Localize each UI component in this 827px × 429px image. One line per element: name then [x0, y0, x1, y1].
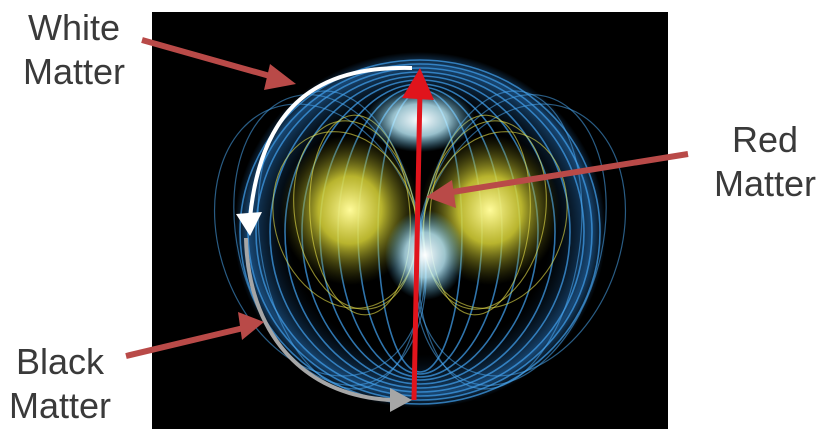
white-matter-label-line1: White [27, 7, 121, 48]
white-flow-arrow [236, 65, 413, 236]
pointer-arrow-black [125, 312, 264, 359]
black-matter-label-line2: Matter [8, 385, 112, 426]
red-matter-label-line2: Matter [713, 163, 817, 204]
left-yellow-lobe [280, 135, 420, 285]
black-flow-arrow [244, 237, 412, 412]
red-axis-arrow [402, 68, 434, 401]
red-matter-label-line1: Red [731, 119, 799, 160]
pointer-arrow-white [141, 37, 296, 90]
pointer-arrow-red [426, 151, 689, 208]
white-matter-label: White Matter [4, 6, 144, 94]
white-matter-label-line2: Matter [22, 51, 126, 92]
center-core-glow [385, 210, 465, 300]
torus-field [213, 52, 627, 408]
black-matter-label-line1: Black [15, 341, 105, 382]
red-matter-label: Red Matter [700, 118, 827, 206]
black-matter-label: Black Matter [0, 340, 120, 428]
